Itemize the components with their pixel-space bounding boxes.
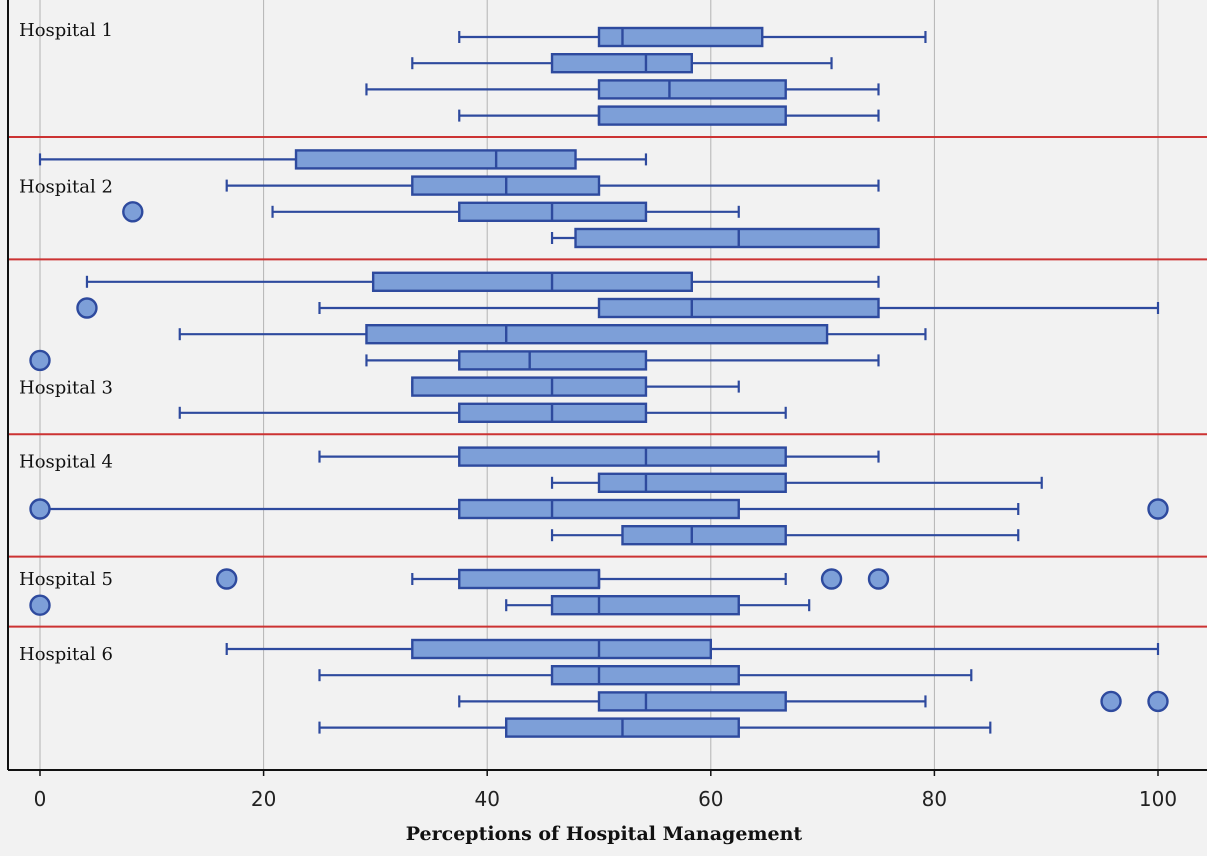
box-4-3 xyxy=(29,498,1169,520)
outlier-point xyxy=(122,201,144,223)
iqr-box xyxy=(597,297,880,319)
box-6-4 xyxy=(318,717,992,738)
outlier-point xyxy=(1100,690,1122,713)
box-1-1 xyxy=(458,26,927,48)
iqr-box xyxy=(365,324,829,345)
iqr-box xyxy=(621,525,787,546)
iqr-box xyxy=(458,568,601,590)
iqr-box xyxy=(597,472,787,493)
box-3-6 xyxy=(178,402,787,423)
box-5-1 xyxy=(216,568,890,590)
box-6-1 xyxy=(225,638,1160,660)
box-6-2 xyxy=(318,665,973,686)
box-1-3 xyxy=(365,79,880,100)
box-2-4 xyxy=(550,227,880,249)
iqr-box xyxy=(550,665,740,686)
box-2-1 xyxy=(38,149,648,170)
box-3-5 xyxy=(411,376,740,397)
box-series xyxy=(29,26,1169,738)
iqr-box xyxy=(458,446,787,467)
outlier-point xyxy=(29,594,51,616)
outlier-point xyxy=(216,568,238,590)
outlier-point xyxy=(29,349,51,372)
box-3-1 xyxy=(85,271,880,292)
box-5-2 xyxy=(29,594,811,616)
iqr-box xyxy=(597,691,787,712)
iqr-box xyxy=(597,26,764,48)
group-label-1: Hospital 1 xyxy=(19,20,113,41)
box-4-1 xyxy=(318,446,880,467)
group-label-4: Hospital 4 xyxy=(19,452,113,473)
outlier-point xyxy=(867,568,890,590)
outlier-point xyxy=(29,498,51,520)
box-1-2 xyxy=(411,53,833,74)
box-4-4 xyxy=(550,525,1020,546)
x-tick-label-60: 60 xyxy=(698,787,723,811)
box-3-4 xyxy=(29,349,880,372)
box-2-3 xyxy=(122,201,740,223)
group-label-5: Hospital 5 xyxy=(19,569,113,590)
x-tick-label-100: 100 xyxy=(1139,787,1177,811)
group-separators xyxy=(8,136,1207,628)
outlier-point xyxy=(1147,498,1169,520)
group-label-2: Hospital 2 xyxy=(19,177,113,198)
iqr-box xyxy=(597,105,787,126)
box-3-3 xyxy=(178,324,927,345)
group-label-6: Hospital 6 xyxy=(19,644,113,665)
x-tick-label-40: 40 xyxy=(474,787,499,811)
x-tick-label-80: 80 xyxy=(922,787,947,811)
iqr-box xyxy=(458,498,740,520)
iqr-box xyxy=(550,595,740,616)
group-label-3: Hospital 3 xyxy=(19,378,113,399)
outlier-point xyxy=(1147,690,1169,713)
box-6-3 xyxy=(458,690,1169,713)
iqr-box xyxy=(597,79,787,100)
x-axis: 0 20 40 60 80 100 xyxy=(7,0,1207,811)
iqr-box xyxy=(574,227,880,249)
box-2-2 xyxy=(225,175,880,196)
x-tick-label-0: 0 xyxy=(34,787,47,811)
x-tick-label-20: 20 xyxy=(251,787,276,811)
box-3-2 xyxy=(76,297,1160,319)
group-labels: Hospital 1 Hospital 2 Hospital 3 Hospital 4… xyxy=(19,20,113,665)
iqr-box xyxy=(458,350,648,371)
outlier-point xyxy=(76,297,98,319)
iqr-box xyxy=(294,149,577,170)
iqr-box xyxy=(550,53,693,74)
iqr-box xyxy=(371,271,693,292)
outlier-point xyxy=(820,568,843,590)
iqr-box xyxy=(411,638,713,660)
iqr-box xyxy=(411,376,648,397)
x-axis-title: Perceptions of Hospital Management xyxy=(406,823,803,845)
box-1-4 xyxy=(458,105,880,126)
box-4-2 xyxy=(550,472,1043,493)
